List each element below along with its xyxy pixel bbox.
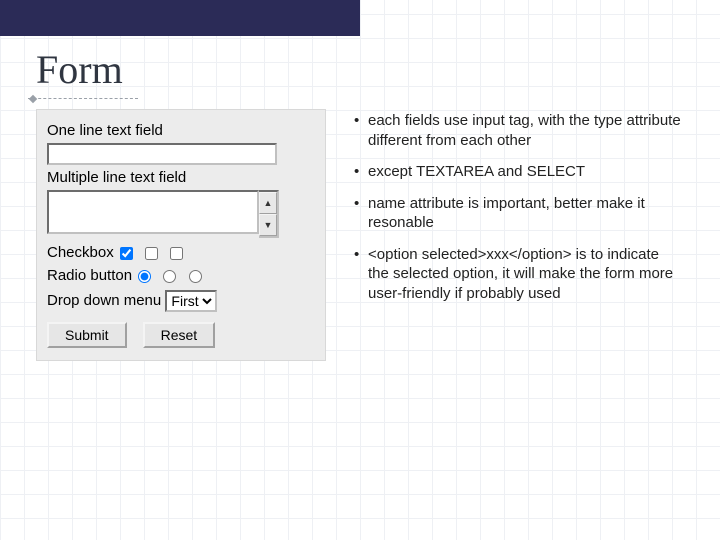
- notes-column: each fields use input tag, with the type…: [354, 109, 684, 361]
- bullet-2: except TEXTAREA and SELECT: [354, 162, 684, 182]
- one-line-text-input[interactable]: [47, 143, 277, 165]
- dropdown-label: Drop down menu: [47, 292, 161, 309]
- radio-1[interactable]: [138, 270, 151, 283]
- radio-3[interactable]: [189, 270, 202, 283]
- checkbox-1[interactable]: [120, 247, 133, 260]
- scroll-down-icon[interactable]: ▼: [259, 214, 277, 236]
- textarea-scrollbar[interactable]: ▲ ▼: [259, 190, 279, 238]
- scroll-up-icon[interactable]: ▲: [259, 192, 277, 214]
- radio-label: Radio button: [47, 267, 132, 284]
- bullet-1: each fields use input tag, with the type…: [354, 111, 684, 150]
- reset-button[interactable]: Reset: [143, 322, 216, 348]
- one-line-label: One line text field: [47, 122, 315, 139]
- dropdown-select[interactable]: First: [165, 290, 217, 312]
- bullet-3: name attribute is important, better make…: [354, 194, 684, 233]
- page-title: Form: [36, 46, 720, 93]
- form-demo-panel: One line text field Multiple line text f…: [36, 109, 326, 361]
- multi-line-textarea[interactable]: [47, 190, 259, 234]
- checkbox-label: Checkbox: [47, 244, 114, 261]
- submit-button[interactable]: Submit: [47, 322, 127, 348]
- checkbox-2[interactable]: [145, 247, 158, 260]
- bullet-4: <option selected>xxx</option> is to indi…: [354, 245, 684, 304]
- multi-line-label: Multiple line text field: [47, 169, 315, 186]
- radio-2[interactable]: [163, 270, 176, 283]
- checkbox-3[interactable]: [170, 247, 183, 260]
